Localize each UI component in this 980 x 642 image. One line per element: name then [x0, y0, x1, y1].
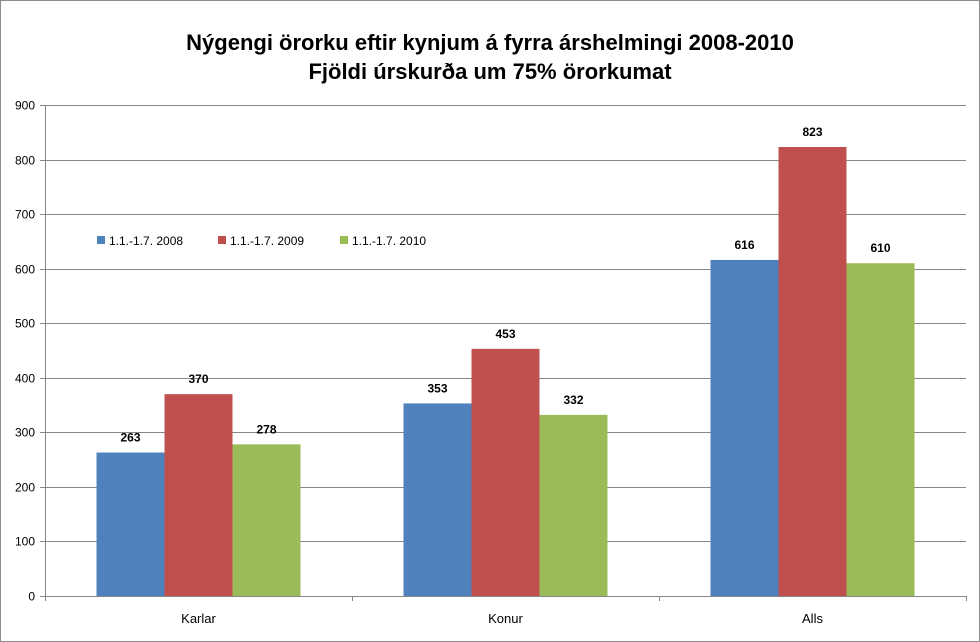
- bar-karlar-series-1: [164, 394, 233, 596]
- y-tick-label-700: 700: [15, 208, 35, 222]
- y-tick-label-400: 400: [15, 372, 35, 386]
- chart-subtitle: Fjöldi úrskurða um 75% örorkumat: [308, 59, 672, 84]
- chart-title: Nýgengi örorku eftir kynjum á fyrra ársh…: [186, 30, 794, 55]
- data-label-konur-series-2: 332: [563, 393, 583, 407]
- category-label-karlar: Karlar: [181, 611, 216, 626]
- data-label-alls-series-1: 823: [802, 125, 822, 139]
- bar-konur-series-2: [539, 414, 608, 596]
- y-tick-label-800: 800: [15, 154, 35, 168]
- y-tick-label-200: 200: [15, 481, 35, 495]
- bar-konur-series-0: [403, 403, 472, 596]
- bar-alls-series-1: [778, 147, 847, 596]
- y-tick-label-300: 300: [15, 426, 35, 440]
- y-tick-label-900: 900: [15, 99, 35, 113]
- data-label-karlar-series-1: 370: [188, 372, 208, 386]
- data-label-alls-series-2: 610: [870, 241, 890, 255]
- data-label-karlar-series-2: 278: [256, 422, 276, 436]
- bar-alls-series-2: [846, 263, 915, 596]
- y-tick-label-0: 0: [28, 590, 35, 604]
- category-label-alls: Alls: [802, 611, 823, 626]
- bar-alls-series-0: [710, 259, 779, 596]
- data-label-alls-series-0: 616: [734, 238, 754, 252]
- bar-karlar-series-2: [232, 444, 301, 596]
- legend-swatch-2: [340, 236, 348, 244]
- legend-swatch-0: [97, 236, 105, 244]
- data-label-konur-series-0: 353: [427, 381, 447, 395]
- chart-title-block: Nýgengi örorku eftir kynjum á fyrra ársh…: [0, 28, 980, 86]
- legend-label-0: 1.1.-1.7. 2008: [109, 234, 183, 248]
- data-label-konur-series-1: 453: [495, 327, 515, 341]
- bar-konur-series-1: [471, 348, 540, 596]
- data-label-karlar-series-0: 263: [120, 431, 140, 445]
- y-tick-label-600: 600: [15, 263, 35, 277]
- y-tick-label-100: 100: [15, 535, 35, 549]
- legend-label-1: 1.1.-1.7. 2009: [230, 234, 304, 248]
- bar-karlar-series-0: [96, 452, 165, 596]
- legend-swatch-1: [218, 236, 226, 244]
- category-label-konur: Konur: [488, 611, 523, 626]
- y-tick-label-500: 500: [15, 317, 35, 331]
- legend-label-2: 1.1.-1.7. 2010: [352, 234, 426, 248]
